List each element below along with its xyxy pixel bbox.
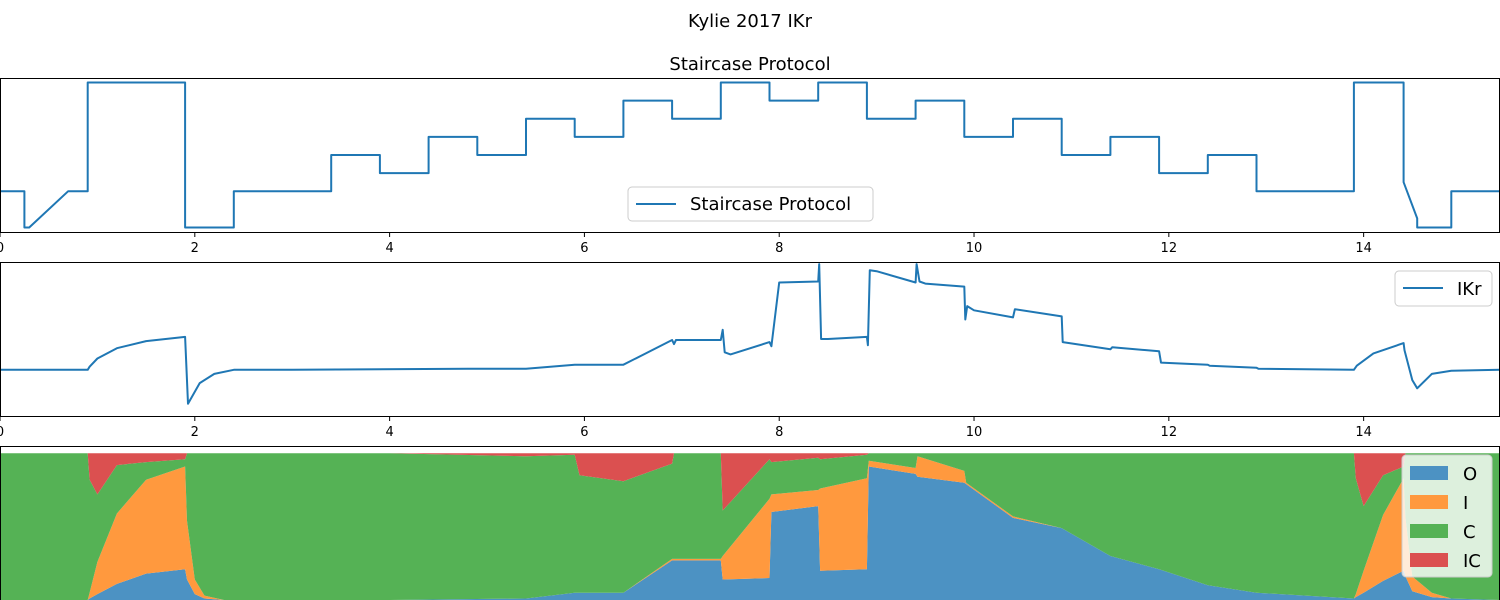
- x-tick-label: 0: [0, 425, 4, 440]
- legend-label-o: O: [1463, 464, 1477, 485]
- ikr-axes: 0 2 4 6 8 10 12 14 IKr: [0, 262, 1500, 440]
- x-tick-label: 10: [966, 241, 983, 256]
- x-tick-label: 2: [191, 241, 199, 256]
- x-tick-label: 4: [385, 241, 393, 256]
- x-tick-label: 8: [775, 241, 783, 256]
- x-tick-label: 6: [580, 241, 588, 256]
- area-series-ic: [0, 453, 1500, 511]
- line-series-ikr: [0, 263, 1500, 405]
- figure-suptitle: Kylie 2017 IKr: [688, 11, 813, 32]
- x-tick-label: 0: [0, 241, 4, 256]
- x-tick-label: 8: [775, 425, 783, 440]
- legend-swatch-i: [1410, 495, 1448, 509]
- x-tick-label: 6: [580, 425, 588, 440]
- x-tick-label: 10: [966, 425, 983, 440]
- x-tick-label: 14: [1355, 425, 1372, 440]
- x-tick-label: 12: [1161, 425, 1178, 440]
- x-tick-label: 14: [1355, 241, 1372, 256]
- legend-swatch-c: [1410, 524, 1448, 538]
- legend-swatch-ic: [1410, 553, 1448, 567]
- axes-frame: [0, 262, 1500, 417]
- legend-label-ic: IC: [1463, 551, 1481, 572]
- area-series-i: [0, 456, 1500, 600]
- x-tick-label: 12: [1161, 241, 1178, 256]
- area-series-o: [0, 466, 1500, 600]
- area-series-c: [0, 453, 1500, 600]
- x-tick-label: 2: [191, 425, 199, 440]
- protocol-axes: 0 2 4 6 8 10 12 14 Staircase Protocol: [0, 78, 1500, 256]
- legend-box: [627, 186, 874, 222]
- legend-label: IKr: [1457, 279, 1482, 300]
- legend-box: [1394, 270, 1493, 307]
- protocol-subplot-title: Staircase Protocol: [669, 54, 830, 75]
- line-series-staircase-protocol: [0, 81, 1500, 229]
- x-tick-label: 4: [385, 425, 393, 440]
- legend-label-i: I: [1463, 493, 1468, 514]
- legend-box: [1401, 454, 1493, 578]
- legend-label: Staircase Protocol: [690, 194, 851, 215]
- legend-label-c: C: [1463, 522, 1476, 543]
- legend-swatch-o: [1410, 466, 1448, 480]
